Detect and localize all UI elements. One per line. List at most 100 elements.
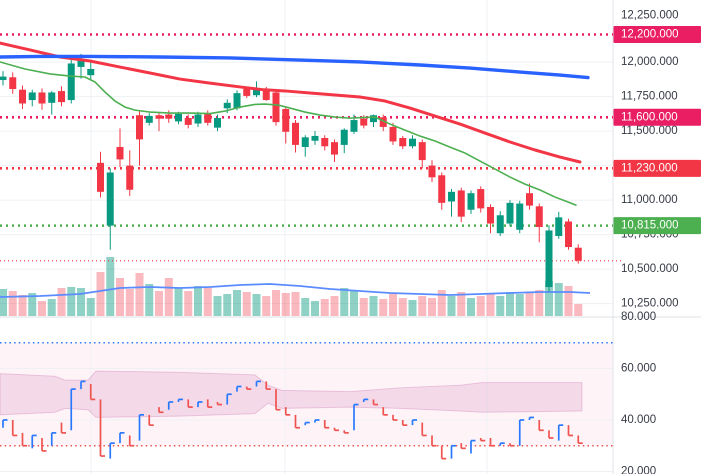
indicator-bar[interactable]	[538, 420, 544, 432]
volume-bar[interactable]	[369, 296, 378, 316]
candle[interactable]	[292, 120, 299, 153]
price-badge[interactable]: 10,815.000	[613, 217, 701, 235]
indicator-bars[interactable]	[2, 380, 583, 460]
volume-bar[interactable]	[272, 290, 280, 316]
indicator-bar[interactable]	[41, 438, 47, 452]
volume-bar[interactable]	[116, 278, 124, 316]
candle[interactable]	[331, 139, 338, 163]
indicator-bar[interactable]	[372, 399, 379, 406]
volume-bars[interactable]	[0, 257, 583, 316]
candle[interactable]	[428, 160, 436, 183]
volume-bar[interactable]	[428, 298, 436, 316]
volume-bar[interactable]	[86, 298, 95, 316]
indicator-bar[interactable]	[509, 443, 515, 447]
volume-bar[interactable]	[359, 298, 368, 316]
indicator-bar[interactable]	[197, 401, 203, 408]
indicator-bar[interactable]	[314, 419, 320, 423]
candle[interactable]	[243, 87, 251, 98]
indicator-bar[interactable]	[60, 422, 67, 434]
volume-bar[interactable]	[515, 294, 524, 316]
indicator-bar[interactable]	[411, 419, 418, 426]
volume-bar[interactable]	[506, 292, 514, 316]
price-level-lines[interactable]	[0, 33, 622, 262]
candle[interactable]	[155, 113, 163, 132]
indicator-bar[interactable]	[187, 399, 193, 408]
candle[interactable]	[184, 114, 192, 129]
volume-bar[interactable]	[106, 257, 115, 316]
indicator-bar[interactable]	[460, 443, 466, 450]
indicator-bar[interactable]	[89, 383, 96, 401]
indicator-bar[interactable]	[21, 432, 28, 447]
indicator-bar[interactable]	[70, 388, 76, 431]
volume-bar[interactable]	[194, 286, 202, 316]
candle[interactable]	[399, 135, 407, 150]
indicator-bar[interactable]	[109, 442, 115, 459]
candle[interactable]	[526, 183, 533, 210]
volume-bar[interactable]	[535, 290, 544, 316]
volume-bar[interactable]	[476, 296, 485, 316]
indicator-bar[interactable]	[518, 419, 525, 446]
volume-bar[interactable]	[340, 288, 349, 316]
volume-bar[interactable]	[457, 292, 466, 316]
volume-bar[interactable]	[155, 291, 163, 316]
indicator-bar[interactable]	[577, 435, 583, 445]
volume-bar[interactable]	[213, 296, 222, 316]
volume-bar[interactable]	[350, 291, 358, 316]
indicator-bar[interactable]	[450, 444, 457, 459]
volume-bar[interactable]	[330, 296, 339, 316]
indicator-bar[interactable]	[382, 407, 388, 416]
volume-bar[interactable]	[486, 294, 495, 316]
price-badge[interactable]: 12,200.000	[613, 26, 701, 43]
volume-bar[interactable]	[496, 296, 505, 316]
volume-bar[interactable]	[242, 292, 251, 316]
indicator-bar[interactable]	[499, 442, 505, 446]
volume-bar[interactable]	[57, 288, 66, 316]
indicator-bar[interactable]	[489, 438, 496, 447]
candle[interactable]	[438, 172, 446, 210]
volume-bar[interactable]	[389, 294, 397, 316]
volume-bar[interactable]	[223, 294, 232, 316]
indicator-bar[interactable]	[80, 380, 86, 390]
indicator-bar[interactable]	[2, 419, 8, 428]
indicator-bar[interactable]	[479, 438, 486, 442]
candle[interactable]	[97, 151, 104, 198]
candle[interactable]	[301, 135, 309, 157]
candle[interactable]	[389, 122, 397, 145]
indicator-bar[interactable]	[323, 420, 330, 429]
candle[interactable]	[175, 111, 182, 125]
volume-bar[interactable]	[554, 283, 563, 316]
candle[interactable]	[48, 91, 56, 115]
candle[interactable]	[136, 111, 143, 166]
volume-bar[interactable]	[262, 296, 271, 316]
indicator-bar[interactable]	[362, 398, 369, 402]
candle[interactable]	[340, 128, 348, 154]
indicator-bar[interactable]	[128, 435, 135, 447]
volume-bar[interactable]	[525, 292, 534, 316]
volume-bar[interactable]	[281, 293, 290, 316]
volume-bar[interactable]	[301, 298, 310, 316]
candle[interactable]	[145, 113, 153, 126]
indicator-bar[interactable]	[31, 434, 37, 449]
volume-bar[interactable]	[574, 304, 583, 316]
candle[interactable]	[477, 186, 485, 213]
indicator-bar[interactable]	[294, 414, 301, 429]
volume-bar[interactable]	[467, 298, 475, 316]
indicator-bar[interactable]	[421, 422, 427, 437]
indicator-bar[interactable]	[353, 403, 359, 431]
indicator-bar[interactable]	[119, 432, 125, 444]
indicator-bar[interactable]	[557, 424, 564, 441]
indicator-bar[interactable]	[236, 385, 242, 392]
indicator-bar[interactable]	[333, 427, 340, 432]
candle[interactable]	[409, 135, 416, 149]
candle[interactable]	[282, 106, 290, 144]
candle[interactable]	[457, 187, 465, 223]
candle[interactable]	[516, 200, 524, 234]
candle[interactable]	[311, 131, 319, 145]
volume-bar[interactable]	[545, 281, 553, 316]
volume-bar[interactable]	[135, 273, 144, 316]
volume-ma-line[interactable]	[0, 283, 591, 298]
volume-bar[interactable]	[18, 295, 27, 316]
candle[interactable]	[535, 203, 543, 243]
ma-line-green[interactable]	[0, 61, 577, 206]
indicator-bar[interactable]	[148, 414, 154, 426]
